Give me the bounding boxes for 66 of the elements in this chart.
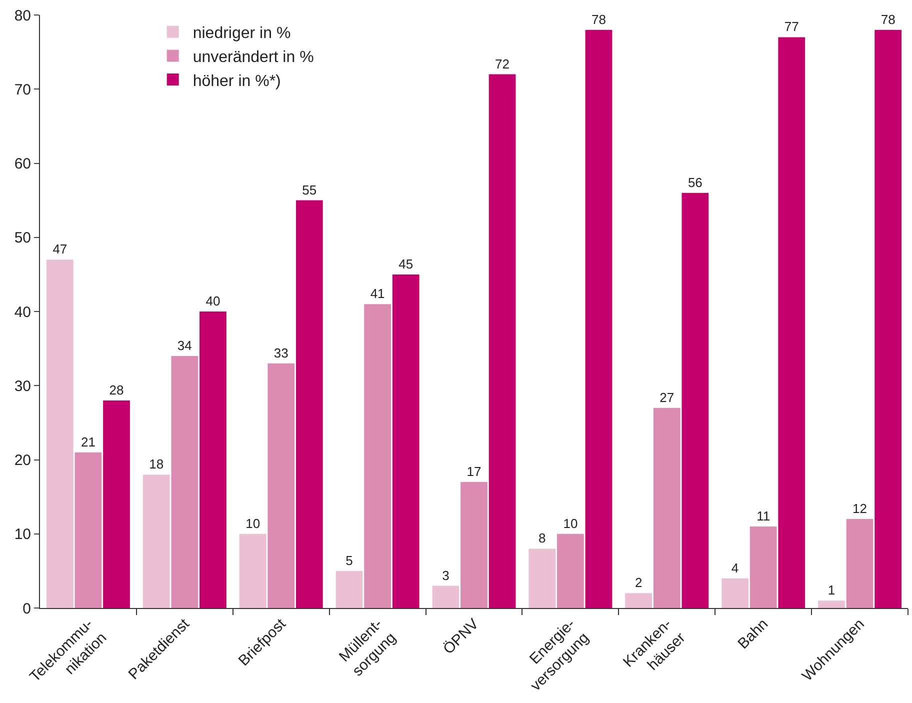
bar: [625, 593, 652, 608]
data-label: 55: [302, 182, 317, 198]
data-label: 10: [246, 516, 260, 531]
bar: [239, 534, 266, 608]
bar: [200, 312, 226, 608]
bar: [364, 304, 391, 608]
legend-label: höher in %*): [192, 72, 281, 90]
bar: [171, 356, 198, 608]
data-label: 27: [660, 390, 674, 405]
data-label: 40: [206, 294, 220, 308]
data-label: 28: [109, 382, 124, 398]
data-label: 18: [149, 456, 164, 472]
data-label: 41: [370, 286, 385, 302]
bar: [722, 578, 748, 608]
legend-label: unverändert in %: [192, 48, 314, 66]
bar: [653, 408, 680, 608]
bar: [488, 74, 516, 608]
bar: [585, 30, 612, 608]
data-label: 56: [688, 174, 702, 190]
bar: [103, 400, 130, 608]
data-label: 21: [80, 434, 96, 450]
y-tick-label: 10: [14, 526, 31, 544]
y-tick-label: 40: [14, 304, 31, 321]
data-label: 4: [731, 560, 739, 576]
bar: [392, 274, 420, 608]
bar: [142, 474, 170, 608]
bar: [268, 363, 295, 608]
bar: [818, 600, 845, 608]
bar: [336, 570, 363, 608]
data-label: 45: [398, 256, 414, 272]
bar: [74, 452, 102, 608]
data-label: 5: [346, 552, 353, 568]
data-label: 10: [563, 516, 578, 531]
y-tick-label: 60: [14, 156, 31, 172]
data-label: 72: [495, 56, 510, 72]
data-label: 17: [466, 464, 482, 479]
data-label: 34: [177, 338, 192, 353]
y-tick-label: 20: [14, 452, 31, 469]
data-label: 78: [592, 12, 606, 27]
y-tick-label: 80: [14, 7, 31, 24]
data-label: 1: [828, 582, 836, 598]
y-tick-label: 30: [14, 378, 31, 395]
bar: [846, 519, 874, 608]
y-tick-label: 50: [14, 230, 31, 247]
legend-label: niedriger in %: [192, 25, 291, 42]
bar: [432, 586, 460, 608]
bar: [460, 482, 488, 608]
data-label: 11: [756, 508, 770, 524]
data-label: 47: [52, 242, 68, 257]
bar: [682, 192, 709, 608]
data-label: 2: [634, 575, 642, 590]
data-label: 12: [852, 501, 868, 516]
bar: [46, 260, 74, 608]
bar: [296, 200, 323, 608]
data-label: 77: [784, 19, 799, 34]
bar: [528, 548, 556, 608]
bar: [557, 534, 584, 608]
data-label: 33: [274, 345, 288, 360]
y-tick-label: 0: [22, 600, 31, 618]
data-label: 3: [442, 568, 450, 583]
y-tick-label: 70: [14, 81, 31, 98]
data-label: 8: [538, 530, 546, 546]
bar: [874, 30, 902, 608]
data-label: 78: [880, 12, 896, 27]
bar: [778, 37, 806, 608]
bar: [750, 526, 777, 608]
